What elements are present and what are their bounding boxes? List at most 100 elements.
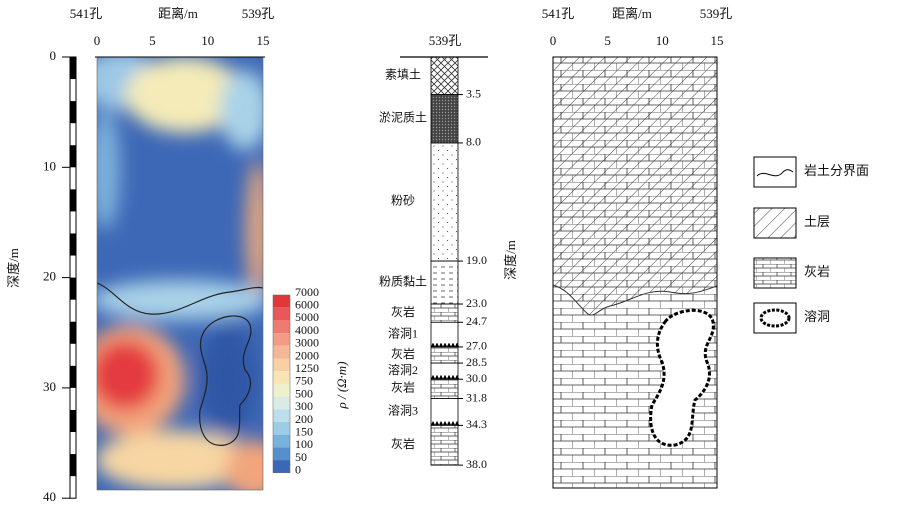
borehole-layer xyxy=(430,260,459,305)
depth-bar-segment xyxy=(70,454,76,477)
layer-name: 粉砂 xyxy=(391,194,415,208)
cave-teeth xyxy=(430,374,460,380)
y-tick-label: 10 xyxy=(43,158,56,173)
colorbar-label: 0 xyxy=(295,463,301,477)
x-tick-label: 10 xyxy=(201,33,214,48)
colorbar-label: 4000 xyxy=(295,323,319,337)
colorbar-cell xyxy=(273,345,290,359)
colorbar-title: ρ / (Ω·m) xyxy=(334,361,349,409)
colorbar-cell xyxy=(273,307,290,321)
depth-bar-segment xyxy=(70,101,76,124)
legend-label: 灰岩 xyxy=(804,264,830,279)
colorbar-label: 5000 xyxy=(295,310,319,324)
x-tick-label: 0 xyxy=(550,33,557,48)
colorbar-label: 2000 xyxy=(295,348,319,362)
cave-teeth xyxy=(430,342,460,348)
depth-label: 19.0 xyxy=(466,253,487,267)
y-tick-label: 40 xyxy=(43,489,56,504)
y-tick-label: 30 xyxy=(43,379,56,394)
colorbar-label: 100 xyxy=(295,437,313,451)
depth-bar-segment xyxy=(70,233,76,256)
depth-label: 30.0 xyxy=(466,371,487,385)
x-axis-label: 距离/m xyxy=(612,6,652,21)
depth-bar-segment xyxy=(70,409,76,433)
depth-label: 8.0 xyxy=(466,135,481,149)
borehole-layer xyxy=(430,378,459,399)
colorbar-cell xyxy=(273,396,290,410)
layer-name: 溶洞2 xyxy=(388,362,418,377)
legend-box xyxy=(753,156,797,188)
depth-bar-segment xyxy=(70,277,76,300)
colorbar-frame xyxy=(272,294,291,474)
depth-label: 24.7 xyxy=(466,314,487,328)
colorbar-cell xyxy=(273,434,290,448)
borehole-layer xyxy=(430,303,459,323)
y-tick-label: 0 xyxy=(50,48,57,63)
depth-bar-segment xyxy=(70,365,76,388)
borehole-layer xyxy=(430,142,459,262)
depth-bar-segment xyxy=(70,145,76,168)
depth-bar-segment xyxy=(70,189,76,212)
layer-name: 灰岩 xyxy=(391,346,415,361)
colorbar-label: 50 xyxy=(295,450,307,464)
x-tick-label: 10 xyxy=(656,33,669,48)
hole-label: 541孔 xyxy=(542,6,575,21)
borehole-layer xyxy=(430,56,459,95)
colorbar-label: 1250 xyxy=(295,361,319,375)
legend-box xyxy=(753,207,797,239)
hole-label: 541孔 xyxy=(70,6,103,21)
borehole-layer xyxy=(430,321,459,348)
layer-name: 淤泥质土 xyxy=(379,111,427,125)
layer-name: 灰岩 xyxy=(391,304,415,319)
y-tick-label: 20 xyxy=(43,269,56,284)
layer-name: 素填土 xyxy=(385,68,421,82)
depth-bar-segment xyxy=(70,57,76,80)
colorbar-label: 300 xyxy=(295,399,313,413)
depth-label: 34.3 xyxy=(466,417,487,431)
colorbar-cell xyxy=(273,358,290,372)
boundary xyxy=(552,284,718,316)
hole-label: 539孔 xyxy=(242,6,275,21)
colorbar-cell xyxy=(273,460,290,473)
x-tick-label: 15 xyxy=(710,33,723,48)
colorbar-label: 500 xyxy=(295,386,313,400)
cave xyxy=(649,308,715,447)
borehole-label: 539孔 xyxy=(429,33,462,48)
y-axis-label: 深度/m xyxy=(6,248,21,288)
layer-name: 溶洞3 xyxy=(388,403,418,418)
legend-symbol xyxy=(759,308,791,328)
x-tick-label: 5 xyxy=(149,33,156,48)
depth-label: 23.0 xyxy=(466,296,487,310)
section-frame xyxy=(552,56,718,489)
depth-label: 31.8 xyxy=(466,390,487,404)
depth-label: 38.0 xyxy=(466,457,487,471)
depth-label: 27.0 xyxy=(466,339,487,353)
colorbar-cell xyxy=(273,295,290,308)
layer-name: 灰岩 xyxy=(391,436,415,451)
soil-layer xyxy=(553,57,717,316)
borehole-layer xyxy=(430,398,459,426)
layer-name: 灰岩 xyxy=(391,380,415,395)
depth-label: 3.5 xyxy=(466,86,481,100)
layer-name: 粉质黏土 xyxy=(379,274,427,288)
cave-teeth xyxy=(430,420,460,426)
legend-label: 土层 xyxy=(804,214,830,229)
hole-label: 539孔 xyxy=(700,6,733,21)
colorbar-cell xyxy=(273,383,290,397)
colorbar-cell xyxy=(273,409,290,422)
colorbar-label: 6000 xyxy=(295,297,319,311)
borehole-layer xyxy=(430,424,459,466)
x-tick-label: 5 xyxy=(604,33,611,48)
legend-label: 溶洞 xyxy=(804,309,830,324)
colorbar-label: 200 xyxy=(295,412,313,426)
legend-symbol xyxy=(756,169,794,177)
colorbar-cell xyxy=(273,333,290,346)
y-axis-label: 深度/m xyxy=(503,240,518,280)
x-tick-label: 0 xyxy=(94,33,101,48)
borehole-layer xyxy=(430,346,459,364)
colorbar-label: 7000 xyxy=(295,285,319,299)
colorbar-label: 150 xyxy=(295,424,313,438)
layer-name: 溶洞1 xyxy=(388,325,418,340)
colorbar-cell xyxy=(273,320,290,334)
